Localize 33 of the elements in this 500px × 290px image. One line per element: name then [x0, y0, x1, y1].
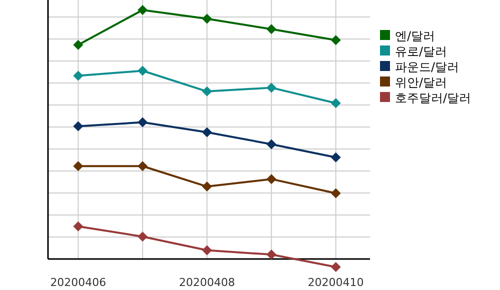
- x-tick-label: 20200408: [179, 276, 235, 289]
- point: [202, 245, 212, 256]
- point: [266, 174, 276, 184]
- point: [73, 221, 84, 232]
- point: [266, 250, 276, 260]
- point: [330, 188, 341, 198]
- point: [138, 66, 148, 76]
- point: [266, 82, 276, 93]
- point: [266, 139, 276, 150]
- point: [202, 127, 212, 138]
- point: [138, 5, 148, 15]
- point: [202, 182, 212, 192]
- point: [138, 161, 148, 172]
- point: [138, 232, 148, 242]
- point: [266, 24, 276, 34]
- x-tick-label: 20200410: [308, 276, 364, 289]
- legend-label: 위안/달러: [395, 76, 448, 90]
- point: [330, 152, 341, 162]
- point: [202, 14, 212, 24]
- point: [73, 70, 84, 81]
- point: [73, 121, 84, 132]
- point: [73, 161, 84, 172]
- point: [330, 98, 341, 108]
- legend-label: 파운드/달러: [395, 60, 460, 74]
- legend-label: 엔/달러: [395, 29, 436, 43]
- point: [330, 262, 341, 272]
- point: [138, 117, 148, 128]
- point: [73, 40, 84, 50]
- legend-label: 호주달러/달러: [395, 91, 472, 105]
- x-tick-label: 20200406: [50, 276, 106, 289]
- point: [202, 86, 212, 96]
- legend-label: 유로/달러: [395, 44, 448, 58]
- point: [330, 35, 341, 46]
